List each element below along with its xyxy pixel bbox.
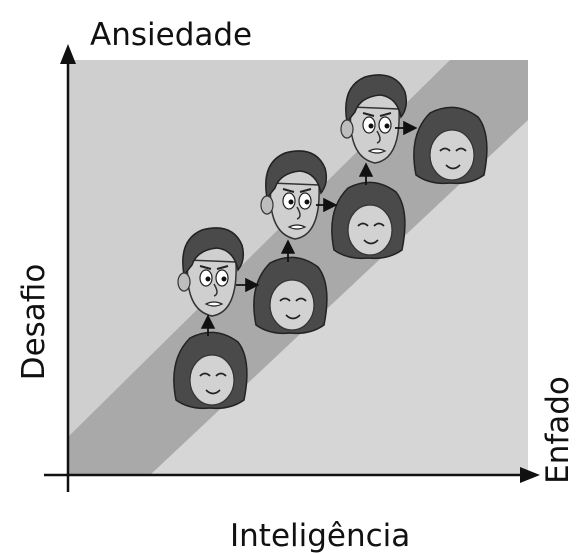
y-arrow bbox=[60, 44, 76, 64]
transition-arrows bbox=[200, 120, 418, 336]
face-female bbox=[412, 106, 488, 185]
face-female bbox=[172, 331, 248, 410]
x-arrow bbox=[520, 467, 540, 483]
face-female bbox=[330, 181, 406, 260]
left-label: Desafio bbox=[16, 264, 52, 381]
bottom-label: Inteligência bbox=[230, 518, 410, 553]
top-label: Ansiedade bbox=[90, 17, 252, 53]
face-female bbox=[252, 256, 328, 335]
right-label: Enfado bbox=[540, 376, 576, 484]
